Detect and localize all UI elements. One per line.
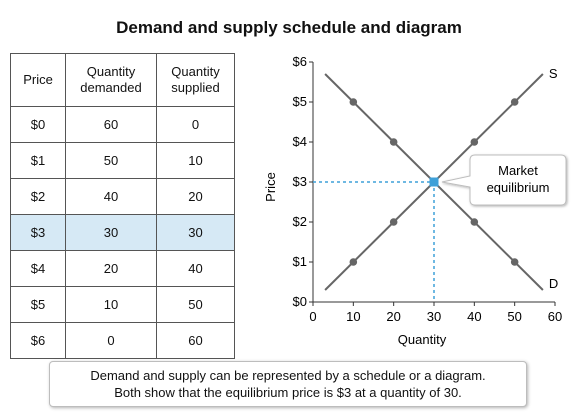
supply-curve-label: S: [549, 66, 558, 81]
supply-point: [389, 218, 398, 226]
equilibrium-point: [429, 177, 439, 187]
caption-box: Demand and supply can be represented by …: [49, 361, 527, 407]
schedule-row: $0 60 0: [10, 106, 235, 143]
cell-price: $3: [10, 214, 66, 251]
cell-quantity-demanded: 10: [65, 286, 157, 323]
y-tick-label: $0: [293, 294, 307, 309]
cell-quantity-supplied: 40: [156, 250, 235, 287]
demand-point: [389, 138, 398, 146]
schedule-row: $4 20 40: [10, 250, 235, 287]
cell-price: $1: [10, 142, 66, 179]
caption-line-2: Both show that the equilibrium price is …: [114, 385, 462, 400]
schedule-row: $6 0 60: [10, 322, 235, 359]
y-tick-label: $1: [293, 254, 307, 269]
header-quantity-supplied: Quantity supplied: [156, 53, 235, 107]
cell-quantity-demanded: 50: [65, 142, 157, 179]
cell-quantity-supplied: 0: [156, 106, 235, 143]
y-tick-label: $3: [293, 174, 307, 189]
y-axis-label: Price: [263, 172, 278, 202]
header-price: Price: [10, 53, 66, 107]
x-tick-label: 0: [309, 309, 316, 324]
demand-curve-label: D: [549, 276, 558, 291]
schedule-header-row: Price Quantity demanded Quantity supplie…: [10, 53, 235, 107]
supply-point: [349, 258, 358, 266]
cell-price: $6: [10, 322, 66, 359]
cell-quantity-supplied: 50: [156, 286, 235, 323]
y-tick-label: $5: [293, 94, 307, 109]
equilibrium-callout: [441, 154, 567, 206]
cell-quantity-supplied: 30: [156, 214, 235, 251]
supply-point: [510, 98, 519, 106]
cell-quantity-demanded: 0: [65, 322, 157, 359]
x-tick-label: 40: [467, 309, 481, 324]
x-tick-label: 50: [507, 309, 521, 324]
demand-supply-schedule: Price Quantity demanded Quantity supplie…: [10, 53, 235, 359]
schedule-row: $1 50 10: [10, 142, 235, 179]
schedule-row: $5 10 50: [10, 286, 235, 323]
callout-line-2: equilibrium: [487, 180, 550, 195]
y-tick-label: $4: [293, 134, 307, 149]
x-tick-label: 60: [548, 309, 562, 324]
x-tick-label: 30: [427, 309, 441, 324]
caption-line-1: Demand and supply can be represented by …: [90, 368, 486, 383]
cell-price: $0: [10, 106, 66, 143]
y-tick-label: $2: [293, 214, 307, 229]
cell-price: $2: [10, 178, 66, 215]
demand-point: [349, 98, 358, 106]
x-tick-label: 20: [386, 309, 400, 324]
cell-quantity-demanded: 30: [65, 214, 157, 251]
x-tick-label: 10: [346, 309, 360, 324]
demand-point: [470, 218, 479, 226]
x-axis-label: Quantity: [398, 332, 447, 347]
cell-quantity-supplied: 60: [156, 322, 235, 359]
schedule-row-equilibrium: $3 30 30: [10, 214, 235, 251]
cell-quantity-demanded: 60: [65, 106, 157, 143]
cell-quantity-supplied: 20: [156, 178, 235, 215]
y-tick-label: $6: [293, 54, 307, 69]
cell-quantity-supplied: 10: [156, 142, 235, 179]
callout-line-1: Market: [498, 163, 538, 178]
supply-point: [470, 138, 479, 146]
page-title: Demand and supply schedule and diagram: [116, 18, 462, 37]
header-quantity-demanded: Quantity demanded: [65, 53, 157, 107]
schedule-row: $2 40 20: [10, 178, 235, 215]
demand-point: [510, 258, 519, 266]
